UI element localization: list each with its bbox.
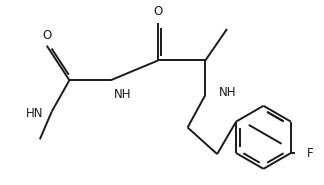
Text: NH: NH	[219, 87, 237, 100]
Text: O: O	[154, 5, 163, 18]
Text: F: F	[307, 147, 313, 160]
Text: NH: NH	[114, 88, 131, 101]
Text: O: O	[42, 29, 52, 42]
Text: HN: HN	[26, 107, 44, 120]
